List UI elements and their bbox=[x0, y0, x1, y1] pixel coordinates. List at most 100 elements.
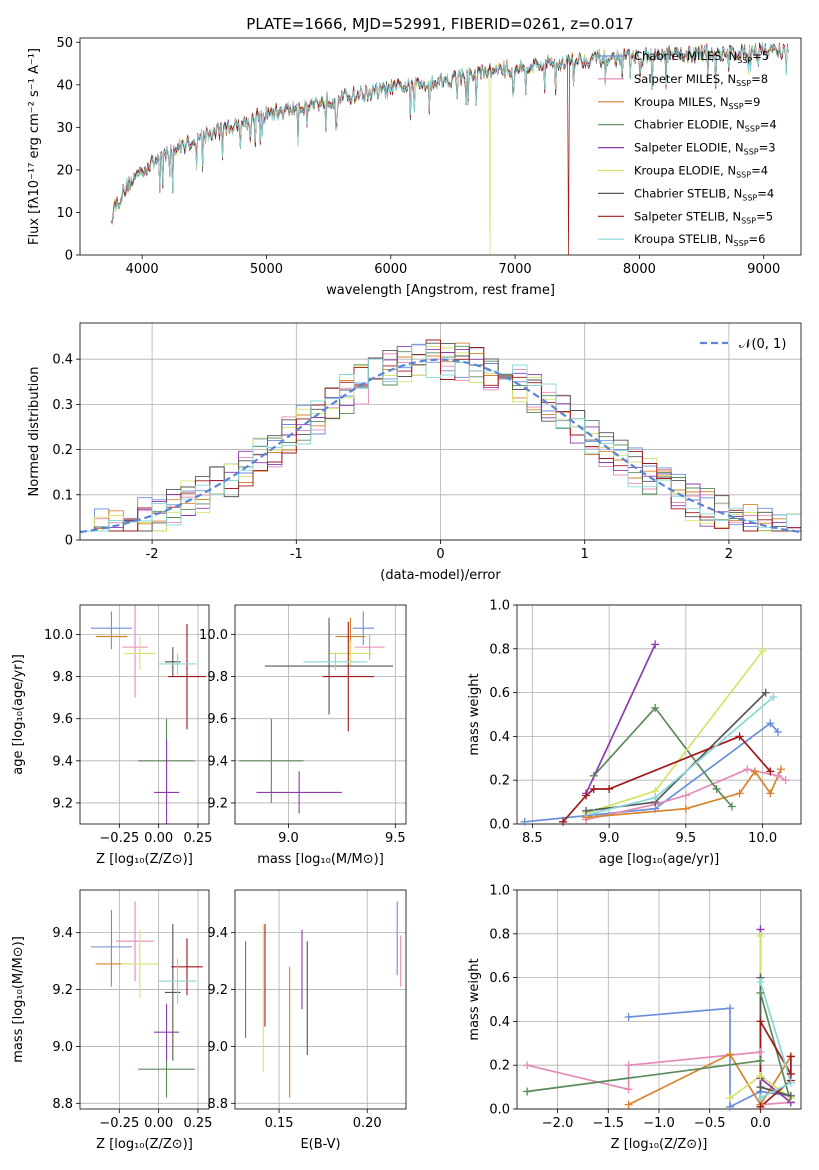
weight-line-7 bbox=[562, 735, 771, 823]
x-tick-label-1: 0.20 bbox=[353, 1116, 382, 1131]
plot-area-residuals bbox=[80, 339, 801, 534]
weight-marker-7-0 bbox=[786, 1052, 795, 1061]
weight-marker-7-5 bbox=[766, 767, 775, 776]
panel-weight_vs_Z: −2.0 −1.5 −1.0 −0.5 0.0 0.0 0.2 0.4 0.6 0.8 1.0 Z [… bbox=[467, 884, 802, 1152]
weight-marker-8-1 bbox=[651, 793, 660, 802]
x-tick-label-2: 6000 bbox=[374, 262, 407, 277]
errorbar-point-1 bbox=[122, 605, 148, 698]
weight-line-4 bbox=[585, 644, 656, 794]
axes-frame bbox=[516, 604, 802, 825]
legend-sub-7: SSP bbox=[741, 216, 756, 225]
plot-area-mass_vs_ebv bbox=[245, 901, 402, 1098]
y-tick-label-4: 10.0 bbox=[44, 628, 73, 643]
x-axis-label: wavelength [Angstrom, rest frame] bbox=[326, 283, 555, 298]
y-axis-label: mass weight bbox=[467, 958, 482, 1040]
x-tick-label-3: 7000 bbox=[499, 262, 532, 277]
x-axis-label: mass [log₁₀(M/M⊙)] bbox=[257, 852, 384, 867]
legend-name-6: Chabrier STELIB, N bbox=[634, 186, 742, 200]
y-tick-label-2: 9.6 bbox=[207, 712, 228, 727]
errorbar-point-6 bbox=[264, 617, 394, 715]
plot-area-mass_vs_Z bbox=[91, 901, 203, 1098]
y-tick-label-4: 40 bbox=[56, 78, 73, 93]
weight-marker-7-1 bbox=[582, 791, 591, 800]
weight-marker-3-3 bbox=[727, 802, 736, 811]
axes-frame bbox=[79, 322, 802, 541]
legend-label-2: Kroupa MILES, NSSP=9 bbox=[634, 95, 760, 111]
weight-marker-3-2 bbox=[756, 988, 765, 997]
errorbar-point-4 bbox=[256, 771, 342, 814]
weight-marker-0-0 bbox=[624, 1013, 633, 1022]
legend-name-4: Salpeter ELODIE, N bbox=[634, 141, 744, 155]
x-axis-label: Z [log₁₀(Z/Z⊙)] bbox=[96, 852, 193, 867]
legend-label-5: Kroupa ELODIE, NSSP=4 bbox=[634, 164, 768, 180]
legend-sub-4: SSP bbox=[744, 148, 759, 157]
y-tick-label-0: 9.2 bbox=[52, 796, 73, 811]
x-tick-label-3: 1 bbox=[581, 547, 589, 562]
weight-marker-6-1 bbox=[756, 1083, 765, 1092]
weight-marker-0-0 bbox=[520, 817, 529, 826]
weight-marker-7-3 bbox=[605, 784, 614, 793]
x-tick-label-1: 9.5 bbox=[385, 831, 406, 846]
y-tick-label-2: 0.4 bbox=[489, 1015, 510, 1030]
x-tick-label-0: 4000 bbox=[126, 262, 159, 277]
y-tick-label-1: 0.1 bbox=[52, 488, 73, 503]
legend-label-8: Kroupa STELIB, NSSP=6 bbox=[634, 232, 765, 248]
weight-marker-3-0 bbox=[589, 771, 598, 780]
y-tick-label-1: 9.4 bbox=[52, 754, 73, 769]
weight-marker-1-1 bbox=[624, 1085, 633, 1094]
x-axis-label: Z [log₁₀(Z/Z⊙)] bbox=[96, 1137, 193, 1152]
spectrum-title: PLATE=1666, MJD=52991, FIBERID=0261, z=0… bbox=[246, 15, 633, 33]
legend-name-1: Salpeter MILES, N bbox=[634, 72, 736, 86]
legend-sub-6: SSP bbox=[742, 193, 757, 202]
weight-marker-1-4 bbox=[773, 771, 782, 780]
legend-suffix-2: =9 bbox=[744, 95, 761, 109]
y-tick-label-0: 9.2 bbox=[207, 796, 228, 811]
y-tick-label-1: 9.0 bbox=[52, 1040, 73, 1055]
weight-marker-2-1 bbox=[681, 804, 690, 813]
x-tick-label-1: 5000 bbox=[250, 262, 283, 277]
errorbar-point-7 bbox=[322, 621, 374, 732]
x-tick-label-2: 0 bbox=[436, 547, 444, 562]
y-tick-label-0: 8.8 bbox=[207, 1097, 228, 1112]
x-axis-label: Z [log₁₀(Z/Z⊙)] bbox=[611, 1137, 708, 1152]
x-tick-label-0: 9.0 bbox=[278, 831, 299, 846]
y-axis-label: Flux [fλ10⁻¹⁷ erg cm⁻² s⁻¹ A⁻¹] bbox=[27, 48, 42, 245]
x-tick-label-3: 10.0 bbox=[748, 831, 777, 846]
y-tick-label-2: 9.2 bbox=[52, 983, 73, 998]
errorbar-point-0 bbox=[352, 611, 374, 646]
x-tick-label-1: 9.0 bbox=[599, 831, 620, 846]
plot-area-age_vs_mass bbox=[239, 611, 394, 814]
axes-frame bbox=[79, 604, 210, 825]
y-tick-label-2: 9.6 bbox=[52, 712, 73, 727]
y-axis-label: age [log₁₀(age/yr)] bbox=[11, 654, 26, 775]
x-axis-label: E(B-V) bbox=[300, 1137, 340, 1152]
weight-marker-1-3 bbox=[743, 765, 752, 774]
axes-frame bbox=[79, 37, 802, 256]
weight-marker-2-2 bbox=[735, 789, 744, 798]
legend-name-0: Chabrier MILES, N bbox=[634, 49, 737, 63]
plot-area-age_vs_Z bbox=[91, 605, 206, 824]
weight-marker-5-0 bbox=[756, 931, 765, 940]
axes-frame bbox=[234, 604, 407, 825]
x-tick-label-0: −0.25 bbox=[99, 831, 139, 846]
y-tick-label-1: 10 bbox=[56, 206, 73, 221]
legend-suffix-8: =6 bbox=[749, 232, 766, 246]
panel-age_vs_mass: 9.0 9.5 9.2 9.4 9.6 9.8 10.0 mass [log₁₀(M/M⊙)] bbox=[199, 604, 407, 867]
weight-marker-6-2 bbox=[786, 1091, 795, 1100]
x-tick-label-0: −2.0 bbox=[542, 1116, 574, 1131]
weight-marker-0-1 bbox=[726, 1004, 734, 1013]
weight-marker-8-0 bbox=[589, 809, 598, 818]
weight-marker-8-2 bbox=[769, 692, 778, 701]
x-tick-label-0: 8.5 bbox=[522, 831, 543, 846]
weight-marker-7-3 bbox=[756, 1102, 765, 1111]
errorbar-point-2 bbox=[95, 623, 128, 650]
weight-marker-3-2 bbox=[712, 784, 721, 793]
weight-marker-7-0 bbox=[559, 817, 568, 826]
weight-marker-4-1 bbox=[651, 640, 660, 649]
x-tick-label-2: 0.25 bbox=[184, 1116, 213, 1131]
y-tick-label-0: 0 bbox=[65, 534, 73, 549]
legend-label-4: Salpeter ELODIE, NSSP=3 bbox=[634, 141, 776, 157]
weight-marker-2-3 bbox=[750, 767, 759, 776]
histogram-8 bbox=[80, 343, 801, 532]
